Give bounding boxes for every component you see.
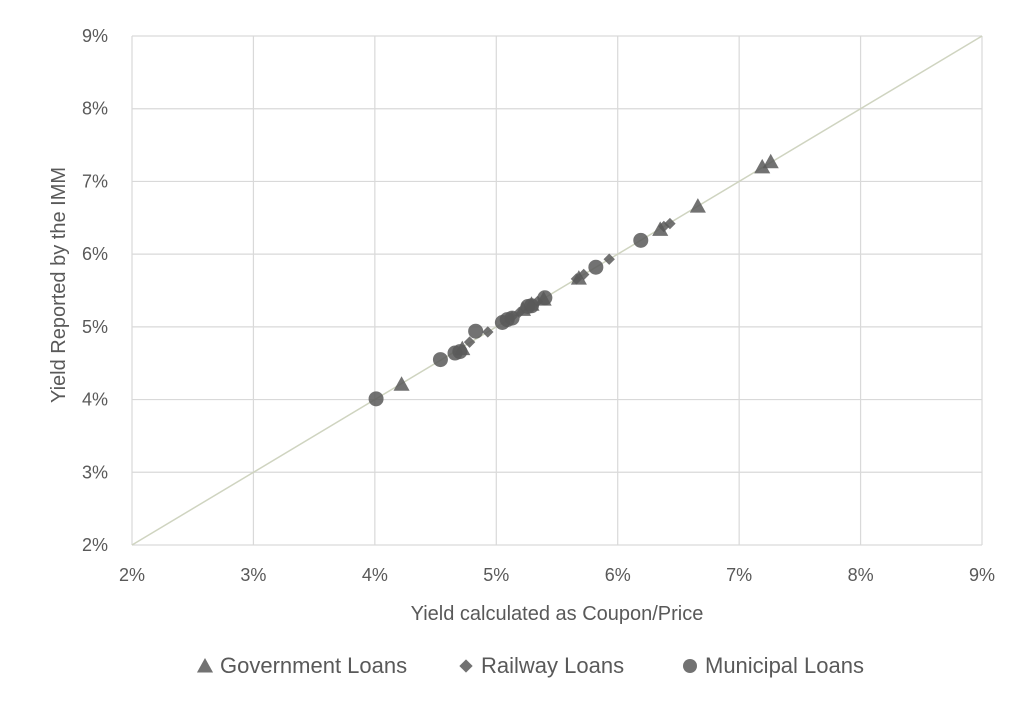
x-tick-label: 8% bbox=[848, 565, 874, 585]
x-tick-label: 3% bbox=[240, 565, 266, 585]
legend-label: Railway Loans bbox=[481, 653, 624, 678]
data-points bbox=[368, 153, 779, 407]
x-tick-label: 6% bbox=[605, 565, 631, 585]
triangle-point bbox=[754, 158, 771, 174]
diamond-point bbox=[658, 220, 670, 233]
y-tick-label: 6% bbox=[82, 244, 108, 264]
y-tick-label: 7% bbox=[82, 171, 108, 191]
circle-point bbox=[468, 323, 484, 339]
diamond-point bbox=[603, 253, 615, 265]
circle-point bbox=[633, 232, 649, 248]
x-axis-title: Yield calculated as Coupon/Price bbox=[411, 603, 704, 625]
circle-point bbox=[588, 259, 604, 275]
legend: Government Loans Railway Loans Municipal L… bbox=[196, 653, 864, 678]
diamond-point bbox=[463, 336, 476, 348]
x-tick-label: 2% bbox=[119, 565, 145, 585]
y-tick-label: 2% bbox=[82, 535, 108, 555]
x-axis-ticks: 2% 3% 4% 5% 6% 7% 8% 9% bbox=[119, 565, 995, 585]
series-circle bbox=[368, 232, 649, 407]
triangle-point bbox=[689, 198, 706, 213]
diamond-point bbox=[482, 326, 494, 338]
legend-label: Municipal Loans bbox=[705, 653, 864, 678]
y-tick-label: 3% bbox=[82, 462, 108, 482]
triangle-point bbox=[393, 376, 410, 391]
circle-point bbox=[368, 391, 384, 407]
x-tick-label: 9% bbox=[969, 565, 995, 585]
triangle-point bbox=[762, 153, 779, 169]
circle-point bbox=[452, 344, 468, 360]
circle-point bbox=[432, 352, 448, 368]
legend-circle-icon bbox=[683, 659, 697, 673]
reference-line-group bbox=[131, 35, 983, 546]
diamond-point bbox=[578, 268, 590, 281]
triangle-point bbox=[652, 221, 669, 236]
x-tick-label: 5% bbox=[483, 565, 509, 585]
legend-diamond-icon bbox=[459, 659, 473, 673]
diamond-point bbox=[570, 273, 583, 285]
legend-triangle-icon bbox=[196, 657, 214, 673]
y-tick-label: 4% bbox=[82, 390, 108, 410]
circle-point bbox=[504, 310, 520, 326]
y-tick-label: 5% bbox=[82, 317, 108, 337]
y-axis-title: Yield Reported by the IMM bbox=[48, 167, 70, 403]
y-tick-label: 8% bbox=[82, 99, 108, 119]
circle-point bbox=[537, 290, 553, 306]
diamond-point bbox=[664, 217, 676, 230]
legend-label: Government Loans bbox=[220, 653, 407, 678]
gridlines bbox=[131, 35, 983, 546]
y-tick-label: 9% bbox=[82, 26, 108, 46]
circle-point bbox=[524, 298, 539, 314]
x-tick-label: 4% bbox=[362, 565, 388, 585]
x-tick-label: 7% bbox=[726, 565, 752, 585]
y-axis-ticks: 2% 3% 4% 5% 6% 7% 8% 9% bbox=[82, 26, 108, 555]
reference-line bbox=[131, 35, 983, 546]
